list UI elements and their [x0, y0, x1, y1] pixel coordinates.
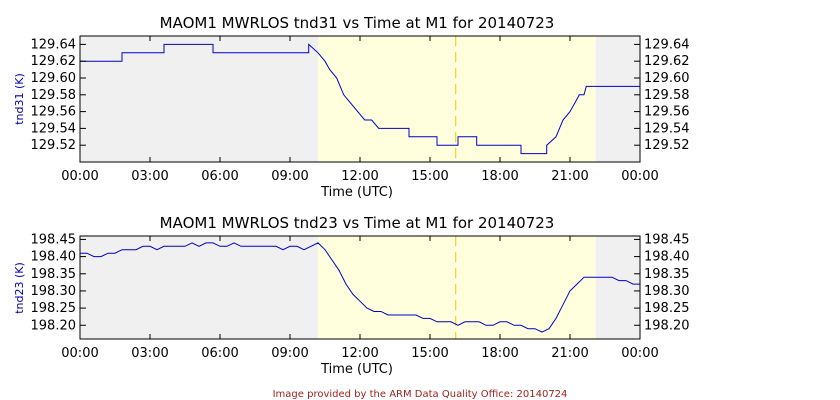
- y-tick-label-right: 198.30: [644, 284, 690, 299]
- chart-tnd23: MAOM1 MWRLOS tnd23 vs Time at M1 for 201…: [13, 214, 690, 377]
- y-tick-label-left: 129.56: [31, 105, 77, 120]
- x-tick-label: 12:00: [341, 346, 378, 361]
- x-ticks: 00:00 03:00 06:00 09:00 12:00 15:00 18:00 21:00…: [61, 236, 659, 361]
- y-tick-label-right: 129.58: [644, 88, 690, 103]
- x-tick-label: 15:00: [411, 346, 448, 361]
- series-line: [80, 43, 640, 155]
- y-axis-label: tnd23 (K): [13, 262, 26, 314]
- x-tick-label: 09:00: [271, 346, 308, 361]
- y-tick-label-right: 198.35: [644, 267, 690, 282]
- y-tick-label-left: 129.54: [31, 121, 77, 136]
- chart-title: MAOM1 MWRLOS tnd23 vs Time at M1 for 201…: [160, 214, 555, 232]
- y-tick-label-right: 198.40: [644, 250, 690, 265]
- y-tick-label-left: 198.45: [31, 232, 77, 247]
- daylight-shade: [318, 236, 596, 339]
- y-tick-label-right: 129.52: [644, 138, 690, 153]
- x-tick-label: 09:00: [271, 169, 308, 184]
- y-ticks-left: 198.20 198.25 198.30 198.35 198.40 198.45: [31, 232, 86, 333]
- y-tick-label-right: 129.54: [644, 121, 690, 136]
- y-tick-label-right: 198.25: [644, 301, 690, 316]
- y-tick-label-left: 129.62: [31, 54, 77, 69]
- series-line: [80, 242, 640, 333]
- y-tick-label-left: 198.30: [31, 284, 77, 299]
- y-tick-label-right: 198.45: [644, 232, 690, 247]
- y-tick-label-right: 198.20: [644, 318, 690, 333]
- x-tick-label: 12:00: [341, 169, 378, 184]
- y-tick-label-right: 129.62: [644, 54, 690, 69]
- night-shade-left: [80, 236, 318, 339]
- x-tick-label: 00:00: [61, 346, 98, 361]
- x-tick-label: 00:00: [621, 169, 658, 184]
- chart-tnd31: MAOM1 MWRLOS tnd31 vs Time at M1 for 201…: [13, 14, 690, 200]
- y-ticks-right: 198.20 198.25 198.30 198.35 198.40 198.45: [634, 232, 690, 333]
- x-tick-label: 06:00: [201, 346, 238, 361]
- x-tick-label: 21:00: [551, 169, 588, 184]
- x-tick-label: 15:00: [411, 169, 448, 184]
- y-tick-label-left: 129.52: [31, 138, 77, 153]
- x-tick-label: 03:00: [131, 346, 168, 361]
- y-tick-label-left: 198.20: [31, 318, 77, 333]
- y-axis-label: tnd31 (K): [13, 73, 26, 125]
- y-tick-label-right: 129.60: [644, 71, 690, 86]
- x-tick-label: 18:00: [481, 346, 518, 361]
- x-tick-label: 21:00: [551, 346, 588, 361]
- x-axis-label: Time (UTC): [320, 362, 393, 377]
- x-tick-label: 06:00: [201, 169, 238, 184]
- y-tick-label-left: 198.25: [31, 301, 77, 316]
- y-tick-label-left: 198.40: [31, 250, 77, 265]
- night-shade-right: [595, 236, 640, 339]
- x-tick-label: 00:00: [621, 346, 658, 361]
- y-tick-label-left: 198.35: [31, 267, 77, 282]
- y-tick-label-right: 129.64: [644, 37, 690, 52]
- chart-title: MAOM1 MWRLOS tnd31 vs Time at M1 for 201…: [160, 14, 555, 32]
- daylight-shade: [318, 36, 596, 162]
- y-tick-label-right: 129.56: [644, 105, 690, 120]
- night-shade-right: [595, 36, 640, 162]
- y-tick-label-left: 129.60: [31, 71, 77, 86]
- y-tick-label-left: 129.64: [31, 37, 77, 52]
- night-shade-left: [80, 36, 318, 162]
- x-tick-label: 00:00: [61, 169, 98, 184]
- footer-credit: Image provided by the ARM Data Quality O…: [273, 389, 568, 400]
- x-tick-label: 03:00: [131, 169, 168, 184]
- y-tick-label-left: 129.58: [31, 88, 77, 103]
- x-tick-label: 18:00: [481, 169, 518, 184]
- x-ticks: 00:00 03:00 06:00 09:00 12:00 15:00 18:00 21:00…: [61, 36, 659, 184]
- x-axis-label: Time (UTC): [320, 185, 393, 200]
